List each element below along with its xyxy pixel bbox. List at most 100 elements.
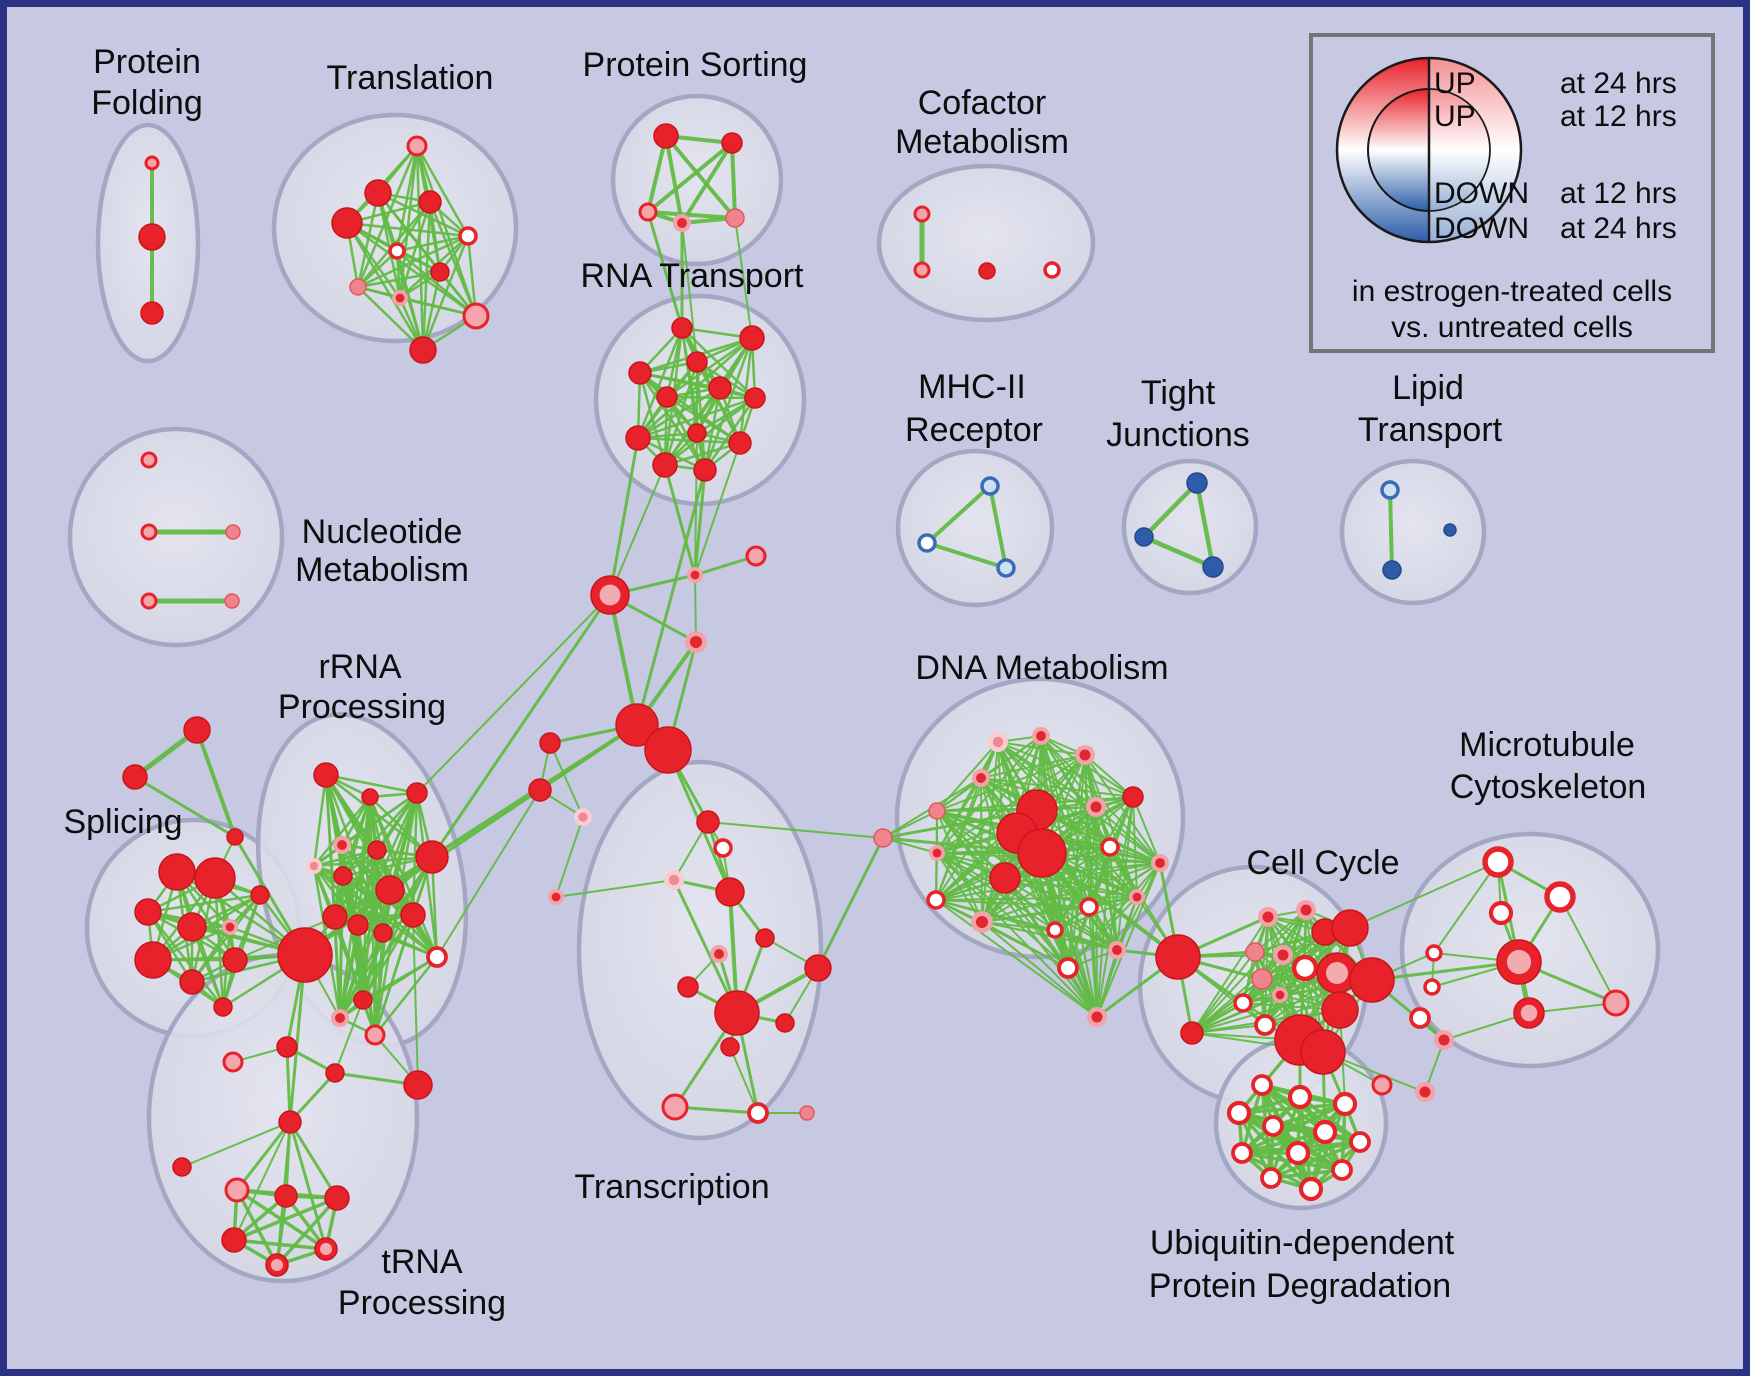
node-core bbox=[1300, 904, 1312, 916]
edge bbox=[1095, 806, 1118, 951]
edge bbox=[356, 144, 419, 289]
edge bbox=[1269, 1168, 1344, 1180]
node-rt bbox=[744, 387, 766, 409]
node-dm bbox=[1100, 837, 1120, 857]
edge bbox=[1109, 846, 1118, 951]
edge bbox=[345, 221, 425, 352]
node-tx bbox=[799, 1105, 815, 1121]
edge bbox=[312, 795, 372, 868]
node-dm bbox=[928, 802, 946, 820]
edge bbox=[816, 836, 885, 970]
edge bbox=[1095, 806, 1161, 864]
edge bbox=[981, 862, 1161, 923]
node-dm bbox=[1122, 786, 1144, 808]
edge bbox=[416, 594, 611, 794]
cluster-label-cofactor-metabolism: Metabolism bbox=[895, 123, 1069, 161]
edge bbox=[636, 396, 757, 440]
node-nm bbox=[140, 523, 158, 541]
edge bbox=[636, 436, 742, 445]
edge bbox=[1349, 861, 1499, 929]
edge bbox=[693, 468, 707, 577]
node-ps bbox=[721, 132, 743, 154]
cluster-label-transcription: Transcription bbox=[574, 1168, 769, 1206]
edge bbox=[430, 593, 612, 859]
edge bbox=[981, 921, 1069, 969]
node-core bbox=[578, 812, 588, 822]
node-core bbox=[270, 1258, 284, 1272]
edge bbox=[981, 921, 1056, 931]
cluster-ellipse-mhc-ii-receptor bbox=[895, 448, 1055, 608]
cluster-label-microtubule-cytoskeleton: Microtubule bbox=[1459, 726, 1635, 764]
node-mc bbox=[1423, 978, 1441, 996]
node-tx bbox=[755, 928, 775, 948]
edge bbox=[146, 893, 262, 914]
node-rr bbox=[364, 1024, 386, 1046]
node-core bbox=[319, 1242, 333, 1256]
edge bbox=[333, 848, 379, 919]
node-cc bbox=[1300, 1029, 1346, 1075]
node-core bbox=[976, 773, 986, 783]
node-dm bbox=[1017, 828, 1067, 878]
cluster-label-protein-sorting: Protein Sorting bbox=[583, 46, 808, 84]
node-rr bbox=[361, 788, 379, 806]
node-core bbox=[714, 949, 724, 959]
edge bbox=[356, 285, 425, 352]
node-sp bbox=[222, 947, 248, 973]
edge bbox=[1054, 929, 1118, 951]
edge bbox=[1040, 851, 1180, 959]
edge bbox=[694, 432, 698, 576]
node-mid bbox=[615, 703, 659, 747]
edge bbox=[361, 931, 385, 1002]
node-mc bbox=[1409, 1007, 1431, 1029]
edge bbox=[997, 741, 1097, 808]
node-core bbox=[677, 218, 687, 228]
edge bbox=[338, 955, 439, 1020]
node-ub bbox=[1226, 1100, 1252, 1126]
cluster-label-trna-processing: Processing bbox=[338, 1284, 506, 1322]
cluster-ellipse-lipid-transport bbox=[1339, 458, 1487, 606]
edge bbox=[936, 754, 1086, 812]
node-tl bbox=[331, 207, 363, 239]
node-core bbox=[309, 861, 319, 871]
edge bbox=[665, 395, 757, 400]
legend-box: UP at 24 hrs UP at 12 hrs DOWN at 12 hrs DO… bbox=[1309, 33, 1715, 353]
edge bbox=[980, 777, 1161, 864]
node-rt bbox=[739, 325, 765, 351]
node-tp bbox=[224, 1177, 250, 1203]
edge bbox=[935, 899, 1118, 951]
edge bbox=[235, 1120, 292, 1192]
node-tl bbox=[458, 226, 478, 246]
edge bbox=[1132, 796, 1161, 864]
node-tj bbox=[1202, 556, 1224, 578]
node-tx bbox=[713, 838, 733, 858]
edge bbox=[680, 141, 734, 225]
edge bbox=[608, 436, 640, 597]
node-tl bbox=[430, 262, 450, 282]
edge bbox=[935, 899, 1090, 908]
node-core bbox=[599, 584, 621, 606]
edge bbox=[233, 1121, 291, 1241]
node-sp bbox=[213, 997, 233, 1017]
cluster-label-lipid-transport: Lipid bbox=[1392, 369, 1464, 407]
edge bbox=[672, 878, 739, 1015]
edge bbox=[1067, 862, 1161, 969]
node-ub bbox=[1332, 1091, 1358, 1117]
edge bbox=[338, 874, 345, 1020]
cluster-label-mhc-ii-receptor: MHC-II bbox=[918, 368, 1026, 406]
node-ub bbox=[1331, 1159, 1353, 1181]
edge bbox=[361, 855, 434, 1002]
edge bbox=[1141, 534, 1216, 570]
edge bbox=[356, 270, 442, 289]
edge bbox=[738, 336, 754, 445]
node-rr bbox=[373, 923, 393, 943]
node-core bbox=[395, 293, 405, 303]
node-tx bbox=[715, 877, 745, 907]
node-rt bbox=[652, 452, 678, 478]
edge bbox=[980, 754, 1086, 779]
node-pf bbox=[140, 301, 164, 325]
edge bbox=[1370, 960, 1521, 982]
edge bbox=[1116, 862, 1161, 951]
node-sp bbox=[158, 853, 196, 891]
node-rt bbox=[625, 425, 651, 451]
